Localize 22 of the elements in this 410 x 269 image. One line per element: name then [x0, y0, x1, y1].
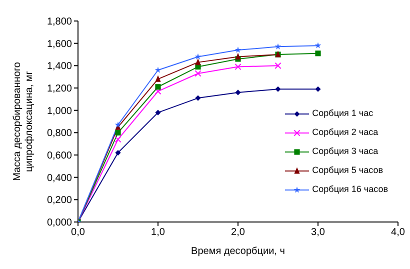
y-tick-label: 1,400	[46, 61, 72, 72]
y-axis-title: Масса десорбированного ципрофлоксацина, мг	[12, 62, 35, 181]
x-tick-label: 2,0	[231, 227, 246, 238]
legend-label: Сорбция 16 часов	[312, 183, 388, 196]
legend-label: Сорбция 5 часов	[312, 164, 383, 177]
y-tick-label: 1,600	[46, 38, 72, 50]
y-tick-label: 0,800	[46, 128, 72, 140]
x-tick-label: 4,0	[391, 227, 406, 238]
y-tick-label: 0,200	[46, 195, 72, 206]
x-axis-title: Время десорбции, ч	[191, 246, 285, 257]
y-tick-label: 0,400	[46, 172, 72, 184]
legend-label: Сорбция 2 часа	[312, 126, 378, 139]
y-tick-label: 1,000	[46, 106, 72, 117]
y-tick-label: 1,200	[46, 84, 72, 95]
y-tick-label: 0,000	[46, 218, 72, 229]
x-tick-label: 1,0	[151, 227, 166, 238]
legend-label: Сорбция 1 час	[312, 107, 374, 120]
y-tick-label: 1,800	[46, 16, 72, 28]
y-tick-label: 0,600	[46, 150, 72, 162]
legend-label: Сорбция 3 часа	[312, 145, 378, 158]
x-tick-label: 3,0	[311, 227, 326, 238]
x-tick-label: 0,0	[71, 227, 86, 238]
